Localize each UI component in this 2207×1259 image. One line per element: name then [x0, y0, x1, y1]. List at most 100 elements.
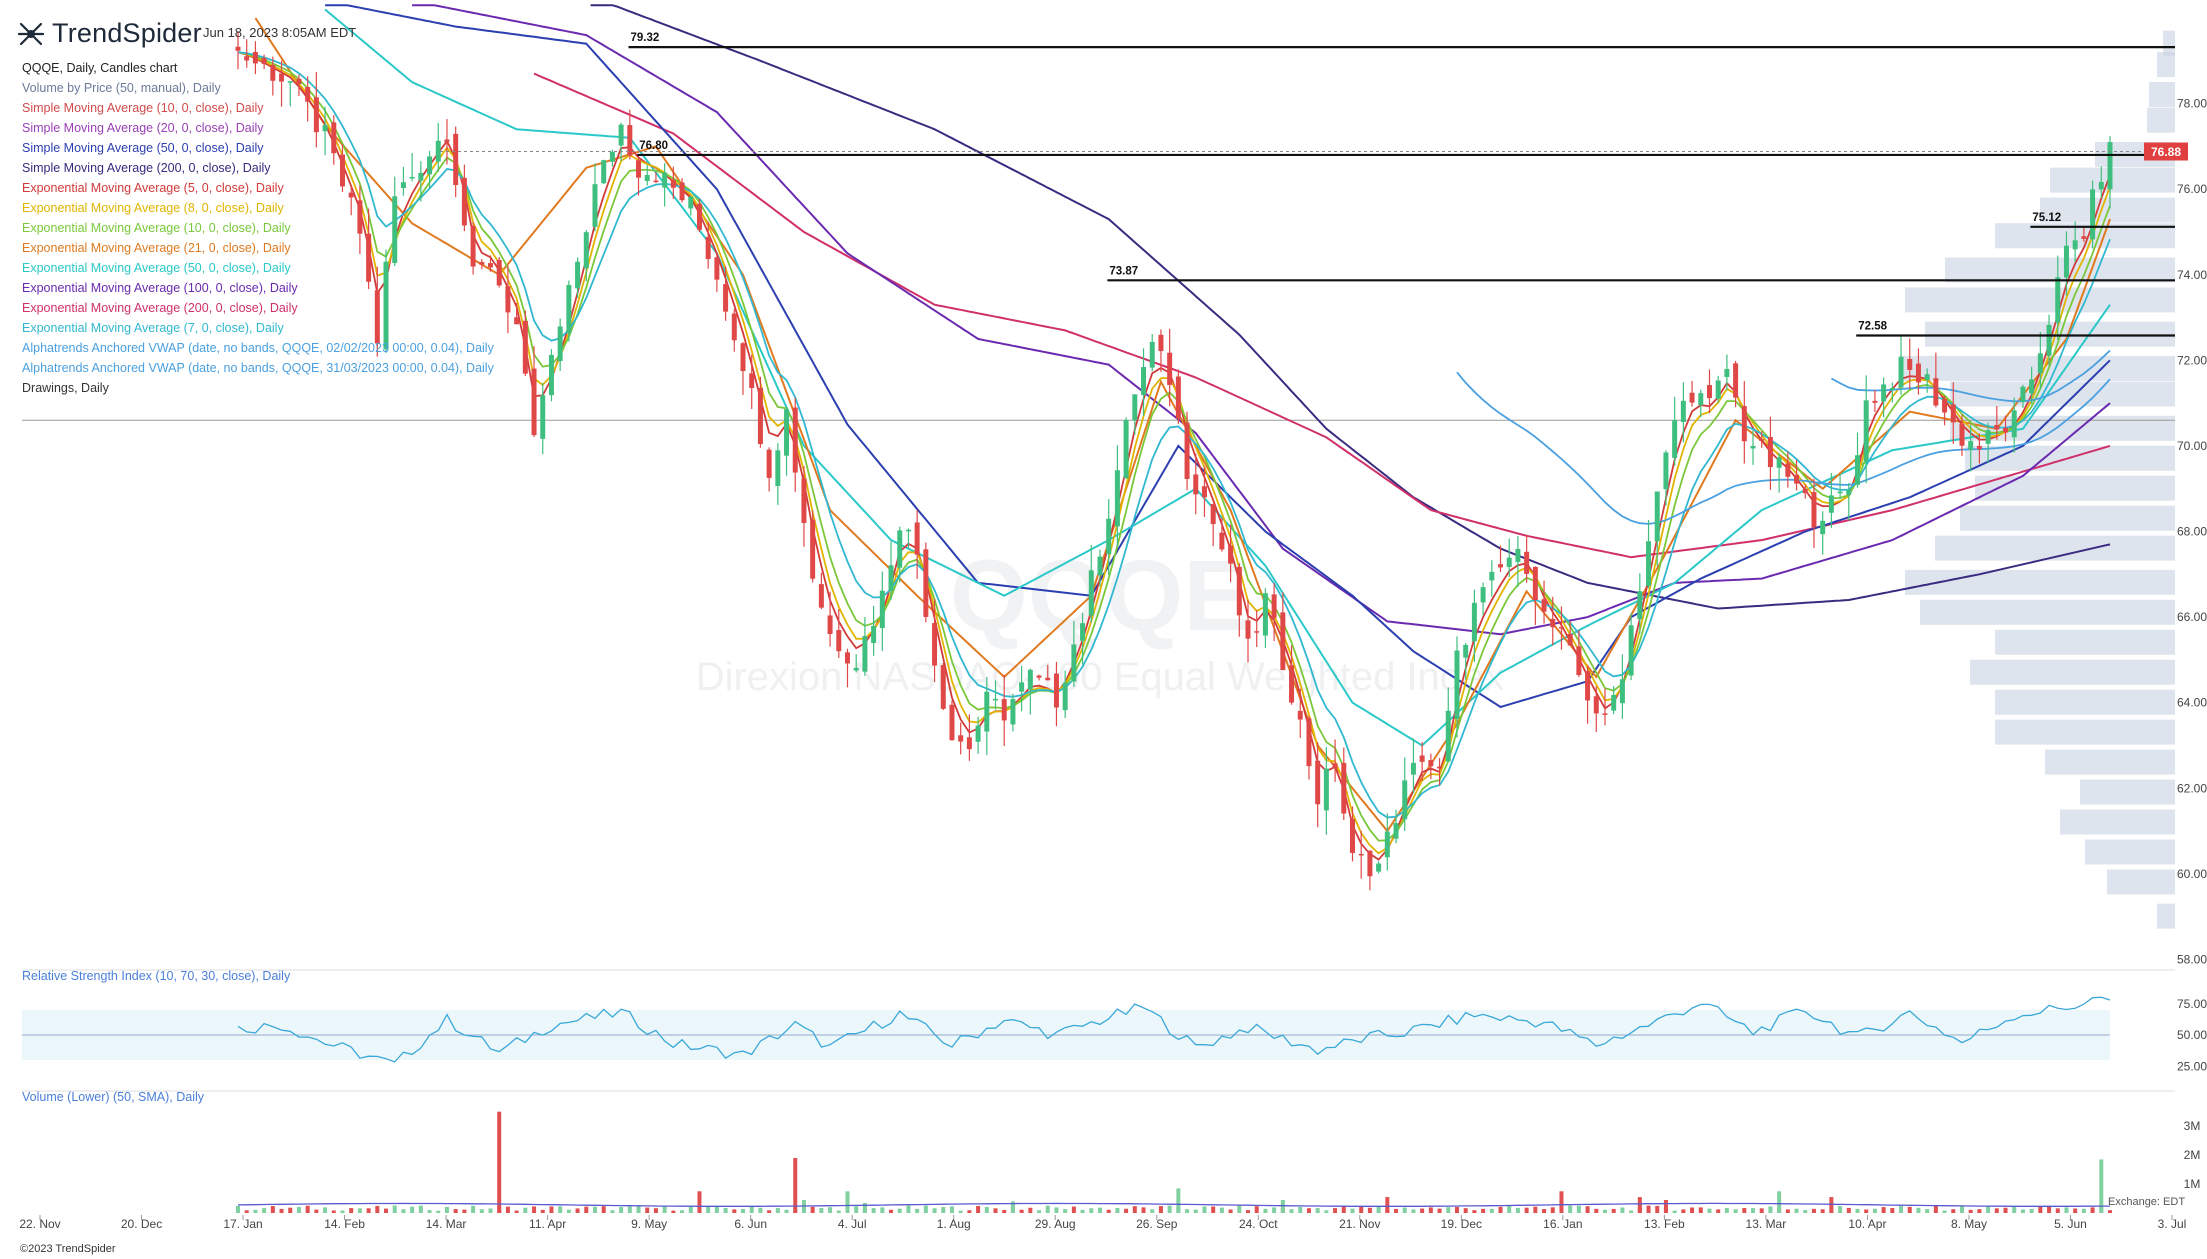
volume-bar — [1655, 1205, 1660, 1213]
indicator-legend[interactable]: QQQE, Daily, Candles chart Volume by Pric… — [22, 58, 494, 398]
candle-body — [1715, 380, 1721, 399]
legend-item[interactable]: Simple Moving Average (10, 0, close), Da… — [22, 101, 264, 115]
candle-body — [1332, 763, 1338, 769]
legend-item[interactable]: Exponential Moving Average (5, 0, close)… — [22, 181, 284, 195]
candle-body — [374, 290, 380, 344]
candle-body — [1201, 486, 1207, 498]
candle-body — [1959, 423, 1965, 446]
candle-body — [2090, 189, 2096, 240]
candle-body — [444, 139, 450, 143]
volume-bar — [1959, 1206, 1964, 1213]
vbp-bar — [2045, 749, 2175, 775]
date-tick-label: 9. May — [631, 1217, 667, 1231]
candle-body — [923, 549, 929, 617]
candles — [235, 32, 2113, 891]
legend-item[interactable]: Simple Moving Average (50, 0, close), Da… — [22, 141, 264, 155]
candle-body — [2037, 353, 2043, 374]
candle-body — [1515, 548, 1521, 562]
volume-bar — [1298, 1206, 1303, 1213]
volume-bar — [1315, 1208, 1320, 1213]
candle-body — [1036, 675, 1042, 678]
legend-item[interactable]: QQQE, Daily, Candles chart — [22, 61, 178, 75]
candle-body — [1184, 422, 1190, 479]
candle-body — [2020, 386, 2026, 402]
legend-item[interactable]: Exponential Moving Average (50, 0, close… — [22, 261, 291, 275]
anchored-vwap-line — [1830, 349, 2111, 403]
candle-body — [932, 623, 938, 666]
volume-bar — [262, 1208, 267, 1213]
candle-body — [696, 203, 702, 230]
candle-body — [357, 200, 363, 234]
vbp-bar — [2157, 52, 2175, 78]
volume-bar — [619, 1206, 624, 1213]
volume-bar — [2099, 1159, 2104, 1213]
volume-bar — [1219, 1207, 1224, 1213]
volume-bar — [862, 1202, 867, 1213]
price-tick-label: 66.00 — [2177, 610, 2207, 624]
candle-body — [1358, 853, 1364, 856]
legend-item[interactable]: Exponential Moving Average (7, 0, close)… — [22, 321, 284, 335]
volume-bar — [941, 1207, 946, 1213]
candle-body — [1019, 682, 1025, 692]
legend-item[interactable]: Exponential Moving Average (8, 0, close)… — [22, 201, 284, 215]
candle-body — [1132, 394, 1138, 421]
moving-average-line — [412, 4, 2111, 636]
legend-item[interactable]: Simple Moving Average (200, 0, close), D… — [22, 161, 271, 175]
legend-item[interactable]: Volume by Price (50, manual), Daily — [22, 81, 221, 95]
legend-item[interactable]: Exponential Moving Average (100, 0, clos… — [22, 281, 298, 295]
candle-body — [1654, 491, 1660, 542]
legend-item[interactable]: Alphatrends Anchored VWAP (date, no band… — [22, 341, 494, 355]
volume-bar — [775, 1207, 780, 1213]
volume-bar — [1507, 1205, 1512, 1213]
candle-body — [1114, 470, 1120, 527]
rsi-panel-label[interactable]: Relative Strength Index (10, 70, 30, clo… — [22, 969, 291, 983]
candle-body — [958, 735, 964, 742]
candle-body — [2046, 324, 2052, 356]
candle-body — [235, 46, 241, 51]
legend-item[interactable]: Exponential Moving Average (10, 0, close… — [22, 221, 291, 235]
rsi-line — [237, 996, 2111, 1063]
candle-body — [670, 179, 676, 188]
candle-body — [766, 449, 772, 478]
volume-bar — [514, 1210, 519, 1213]
legend-item[interactable]: Alphatrends Anchored VWAP (date, no band… — [22, 361, 494, 375]
price-tick-label: 78.00 — [2177, 97, 2207, 111]
volume-bar — [1899, 1206, 1904, 1213]
volume-bar — [1951, 1209, 1956, 1213]
volume-bar — [1550, 1207, 1555, 1213]
volume-bar — [549, 1206, 554, 1213]
legend-item[interactable]: Exponential Moving Average (200, 0, clos… — [22, 301, 298, 315]
candle-body — [688, 196, 694, 209]
volume-bar — [1986, 1206, 1991, 1213]
volume-bar — [1794, 1208, 1799, 1213]
volume-bar — [653, 1208, 658, 1213]
candle-body — [1088, 570, 1094, 616]
volume-bar — [1045, 1205, 1050, 1213]
volume-bar — [418, 1205, 423, 1213]
volume-panel-label[interactable]: Volume (Lower) (50, SMA), Daily — [22, 1090, 205, 1104]
legend-item[interactable]: Exponential Moving Average (21, 0, close… — [22, 241, 291, 255]
volume-bar — [819, 1208, 824, 1213]
legend-item[interactable]: Simple Moving Average (20, 0, close), Da… — [22, 121, 264, 135]
candle-body — [1846, 489, 1852, 495]
candle-body — [801, 478, 807, 523]
volume-bar — [479, 1209, 484, 1213]
volume-bar — [1481, 1208, 1486, 1213]
volume-bar — [993, 1208, 998, 1213]
volume-bar — [244, 1210, 249, 1213]
volume-bar — [2047, 1205, 2052, 1213]
candle-body — [1532, 566, 1538, 601]
date-axis: 22. Nov 20. Dec 17. Jan 14. Feb 14. Mar 11. A… — [19, 1215, 2186, 1231]
volume-bar — [575, 1208, 580, 1213]
candle-body — [1976, 445, 1982, 450]
horizontal-levels[interactable]: 79.32 76.80 73.87 72.58 75.12 — [628, 32, 2175, 337]
volume-bar — [1542, 1209, 1547, 1213]
candle-body — [1820, 520, 1826, 535]
legend-item[interactable]: Drawings, Daily — [22, 381, 109, 395]
candle-body — [1619, 679, 1625, 704]
volume-tick-label: 1M — [2184, 1177, 2201, 1191]
volume-bar — [1472, 1210, 1477, 1213]
volume-bar — [1150, 1209, 1155, 1213]
volume-bar — [1376, 1206, 1381, 1213]
